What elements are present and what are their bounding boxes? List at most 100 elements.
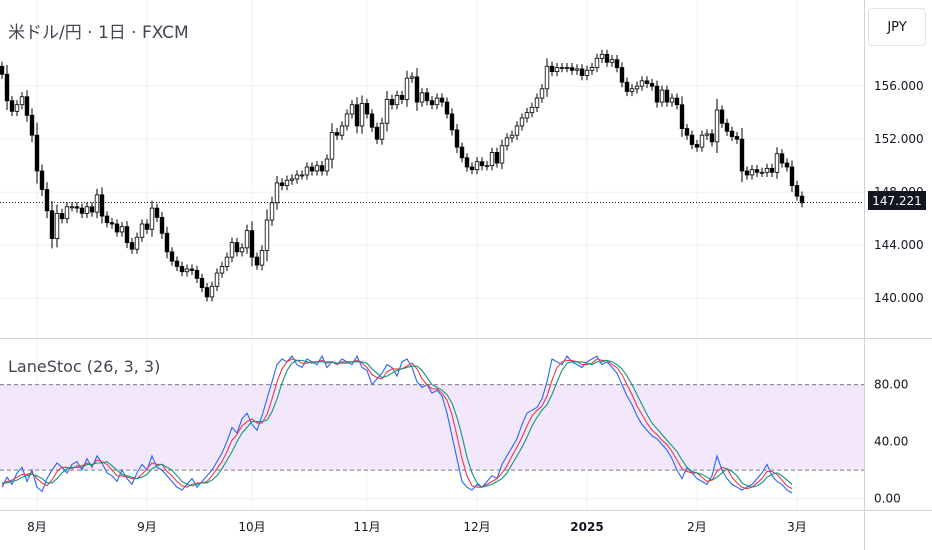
candle-body bbox=[369, 113, 375, 128]
candle-body bbox=[24, 96, 30, 116]
candle-body bbox=[584, 69, 590, 76]
candle-body bbox=[524, 112, 530, 119]
candle-body bbox=[529, 106, 535, 114]
candle-body bbox=[549, 65, 555, 72]
candle-body bbox=[764, 167, 770, 173]
candle-body bbox=[589, 67, 595, 71]
candle-body bbox=[239, 247, 245, 253]
candle-body bbox=[689, 134, 695, 145]
candle-body bbox=[139, 223, 145, 238]
candle-body bbox=[164, 232, 170, 253]
candle-body bbox=[784, 162, 790, 168]
oscillator-band bbox=[0, 384, 864, 471]
candle-body bbox=[79, 207, 85, 214]
candle-body bbox=[484, 165, 490, 168]
candle-body bbox=[704, 133, 710, 136]
stoch-d-line bbox=[1, 358, 793, 490]
candle-body bbox=[609, 59, 615, 63]
currency-button[interactable]: JPY bbox=[868, 8, 926, 46]
candle-body bbox=[354, 104, 360, 127]
candle-body bbox=[579, 68, 585, 76]
candle-body bbox=[244, 230, 250, 249]
candle-body bbox=[519, 117, 525, 127]
candle-body bbox=[779, 153, 785, 164]
candle-body bbox=[174, 260, 180, 267]
candle-body bbox=[734, 136, 740, 140]
candle-body bbox=[514, 125, 520, 136]
oscillator-tick-label: 0.00 bbox=[874, 492, 901, 506]
candle-body bbox=[424, 92, 430, 102]
candle-body bbox=[69, 206, 75, 209]
time-tick-label: 10月 bbox=[238, 520, 265, 534]
candle-body bbox=[684, 128, 690, 136]
candle-body bbox=[249, 230, 255, 258]
candle-body bbox=[554, 67, 560, 72]
candle-body bbox=[9, 100, 15, 112]
candle-body bbox=[594, 57, 600, 68]
candle-body bbox=[774, 153, 780, 173]
candle-body bbox=[479, 161, 485, 167]
candle-body bbox=[394, 95, 400, 106]
candle-body bbox=[319, 165, 325, 172]
candle-body bbox=[564, 67, 570, 69]
candle-body bbox=[719, 109, 725, 124]
candle-body bbox=[159, 216, 165, 234]
price-tick-label: 152.000 bbox=[874, 132, 924, 146]
candle-body bbox=[449, 113, 455, 131]
candle-body bbox=[454, 129, 460, 148]
candle-body bbox=[644, 80, 650, 84]
candle-body bbox=[229, 242, 235, 258]
candle-body bbox=[464, 157, 470, 168]
candle-body bbox=[534, 97, 540, 108]
candle-body bbox=[39, 170, 45, 190]
candle-body bbox=[184, 268, 190, 273]
candle-body bbox=[679, 104, 685, 129]
candle-body bbox=[379, 122, 385, 140]
candle-body bbox=[674, 97, 680, 106]
candle-body bbox=[74, 206, 80, 209]
candle-body bbox=[739, 138, 745, 172]
candle-body bbox=[94, 194, 100, 213]
candle-body bbox=[324, 158, 330, 172]
stoch-slow-line bbox=[2, 359, 793, 488]
candle-body bbox=[634, 85, 640, 90]
candle-body bbox=[599, 53, 605, 59]
time-tick-label: 8月 bbox=[27, 520, 47, 534]
candle-body bbox=[654, 85, 660, 103]
candle-body bbox=[129, 242, 135, 250]
candle-body bbox=[439, 97, 445, 103]
candle-body bbox=[14, 104, 20, 112]
symbol-title: 米ドル/円 · 1日 · FXCM bbox=[8, 23, 189, 43]
candle-body bbox=[299, 174, 305, 177]
candle-body bbox=[474, 161, 480, 171]
candle-body bbox=[84, 206, 90, 214]
candle-body bbox=[284, 179, 290, 186]
candle-body bbox=[154, 207, 160, 218]
candle-body bbox=[414, 76, 420, 103]
candle-body bbox=[54, 213, 60, 239]
candle-body bbox=[569, 67, 575, 71]
candle-body bbox=[744, 170, 750, 176]
candle-body bbox=[374, 126, 380, 140]
candle-body bbox=[619, 67, 625, 83]
last-price-badge: 147.221 bbox=[868, 191, 926, 210]
candle-body bbox=[664, 89, 670, 103]
candle-body bbox=[264, 219, 270, 251]
candle-body bbox=[189, 268, 195, 271]
candle-body bbox=[399, 95, 405, 100]
candle-body bbox=[329, 132, 335, 160]
candle-body bbox=[789, 166, 795, 186]
price-tick-label: 144.000 bbox=[874, 238, 924, 252]
candle-body bbox=[64, 206, 70, 220]
stoch-k-line bbox=[1, 354, 793, 494]
candle-body bbox=[104, 215, 110, 224]
candle-body bbox=[44, 189, 50, 212]
candle-body bbox=[149, 207, 155, 230]
candle-body bbox=[444, 101, 450, 115]
candle-body bbox=[209, 285, 215, 298]
candle-body bbox=[0, 65, 5, 75]
candle-body bbox=[304, 166, 310, 176]
candle-body bbox=[99, 194, 105, 217]
